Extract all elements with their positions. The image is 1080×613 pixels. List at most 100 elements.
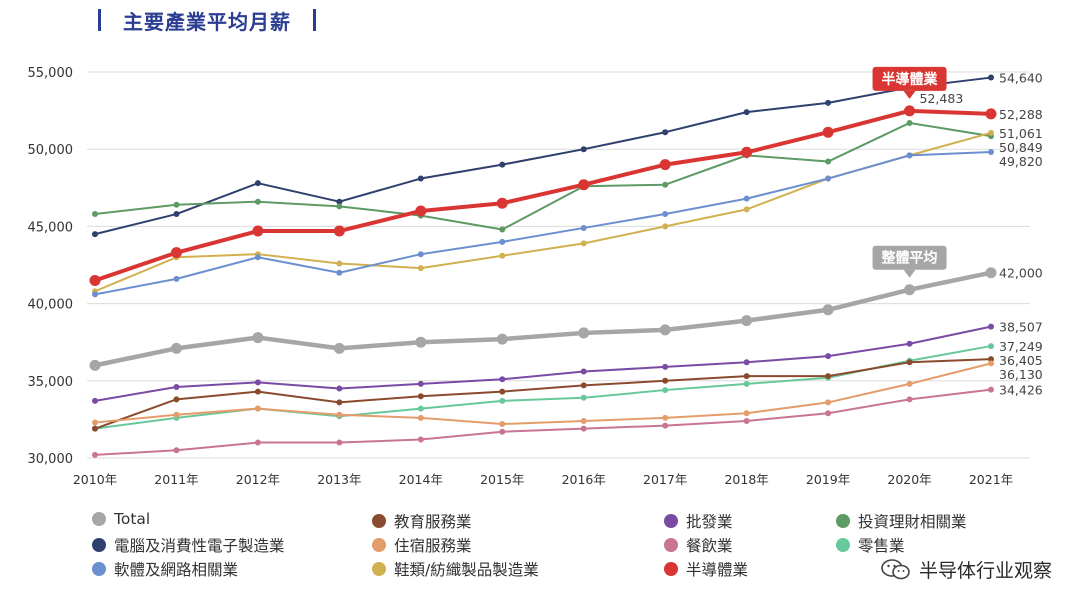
data-point	[985, 267, 997, 279]
y-tick-label: 45,000	[28, 220, 74, 235]
x-tick-label: 2021年	[969, 472, 1013, 487]
data-point	[988, 356, 994, 363]
data-point	[906, 119, 913, 126]
data-point	[580, 146, 587, 153]
data-point	[417, 251, 424, 258]
data-point	[741, 315, 753, 327]
legend-label: 批發業	[686, 513, 733, 531]
y-tick-label: 30,000	[28, 452, 74, 467]
data-point	[906, 340, 913, 347]
data-point	[906, 359, 913, 366]
data-point	[825, 158, 832, 165]
callout-pointer	[903, 90, 916, 99]
legend-label: 零售業	[858, 537, 905, 555]
legend-label: 投資理財相關業	[858, 513, 967, 531]
data-point	[988, 360, 994, 367]
data-point	[825, 175, 832, 182]
chart-header: 主要產業平均月薪	[98, 4, 316, 36]
data-point	[662, 223, 669, 230]
data-point	[743, 195, 750, 202]
data-point	[415, 336, 427, 348]
title-bar-left	[98, 9, 101, 31]
end-value-label: 38,507	[999, 320, 1043, 335]
legend-swatch	[836, 514, 850, 528]
data-point	[985, 108, 997, 120]
legend-label: 住宿服務業	[394, 537, 472, 555]
legend-item: 半導體業	[664, 558, 748, 580]
legend-label: 軟體及網路相關業	[114, 561, 239, 579]
series-line	[94, 358, 992, 430]
legend-item: 住宿服務業	[372, 534, 472, 556]
data-point	[415, 205, 427, 217]
legend-item: 批發業	[664, 510, 733, 532]
legend-label: 鞋類/紡織製品製造業	[394, 561, 539, 579]
series-line	[94, 121, 992, 231]
data-point	[254, 379, 261, 386]
data-point	[92, 425, 98, 432]
data-point	[173, 447, 180, 454]
data-point	[662, 363, 669, 370]
data-point	[417, 175, 424, 182]
data-point	[662, 211, 669, 218]
data-point	[743, 206, 750, 213]
end-value-label: 36,405	[999, 353, 1043, 368]
x-tick-label: 2013年	[317, 472, 361, 487]
x-tick-label: 2015年	[480, 472, 524, 487]
callout-point-label: 52,483	[920, 91, 964, 106]
legend-item: 投資理財相關業	[836, 510, 967, 532]
data-point	[92, 419, 98, 426]
data-point	[417, 265, 424, 272]
data-point	[904, 105, 916, 117]
data-point	[173, 411, 180, 418]
callout-label: 半導體業	[882, 71, 939, 88]
data-point	[417, 436, 424, 443]
data-point	[173, 201, 180, 208]
end-value-label: 34,426	[999, 383, 1043, 398]
x-tick-label: 2014年	[399, 472, 443, 487]
series-line	[94, 325, 992, 402]
data-point	[825, 399, 832, 406]
data-point	[580, 368, 587, 375]
series-line	[94, 270, 992, 368]
data-point	[904, 284, 916, 296]
data-point	[988, 386, 994, 393]
x-tick-label: 2018年	[724, 472, 768, 487]
legend-item: 軟體及網路相關業	[92, 558, 238, 580]
data-point	[825, 99, 832, 106]
end-value-label: 51,061	[999, 126, 1043, 141]
y-tick-label: 40,000	[28, 298, 74, 313]
data-point	[662, 387, 669, 394]
legend-item: Total	[92, 510, 150, 528]
legend-item: 餐飲業	[664, 534, 733, 556]
data-point	[89, 359, 101, 371]
end-value-label: 42,000	[999, 266, 1043, 281]
data-point	[499, 238, 506, 245]
data-point	[822, 304, 834, 316]
data-point	[743, 380, 750, 387]
end-value-label: 36,130	[999, 367, 1043, 382]
data-point	[89, 274, 101, 286]
data-point	[499, 161, 506, 168]
data-point	[578, 179, 590, 191]
data-point	[659, 324, 671, 336]
data-point	[92, 291, 98, 298]
series-line	[94, 388, 992, 456]
callout-label: 整體平均	[881, 250, 938, 267]
data-point	[662, 181, 669, 188]
data-point	[254, 198, 261, 205]
data-point	[499, 226, 506, 233]
x-tick-label: 2017年	[643, 472, 687, 487]
chart-legend: Total 教育服務業 批發業 投資理財相關業 電腦及消費性電子製造業 住宿服務業 餐飲業 零…	[92, 510, 1080, 610]
legend-swatch	[92, 512, 106, 526]
y-tick-label: 55,000	[28, 66, 74, 81]
legend-swatch	[372, 538, 386, 552]
wechat-icon	[881, 558, 911, 581]
data-point	[173, 275, 180, 282]
data-point	[578, 327, 590, 339]
data-point	[336, 411, 343, 418]
data-point	[662, 377, 669, 384]
legend-swatch	[664, 562, 678, 576]
data-point	[499, 252, 506, 259]
data-point	[499, 421, 506, 428]
data-point	[499, 376, 506, 383]
